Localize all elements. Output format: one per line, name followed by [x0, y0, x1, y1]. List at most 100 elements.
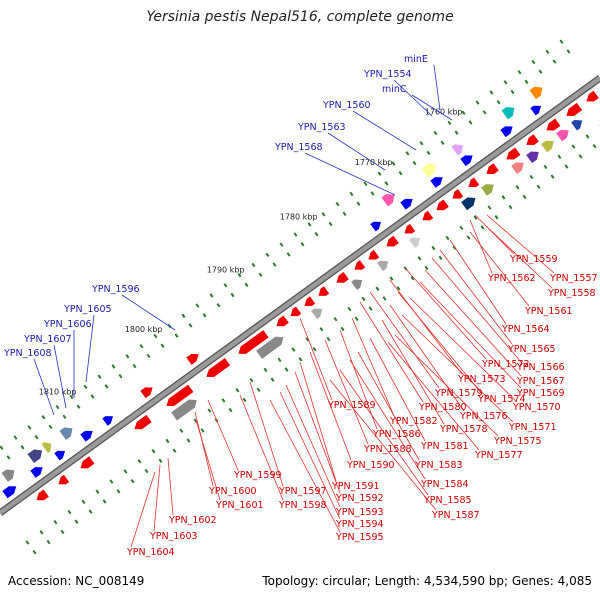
tick-mark: [466, 235, 471, 240]
tick-mark: [335, 201, 340, 207]
tick-mark: [251, 262, 256, 268]
tick-mark: [125, 354, 130, 359]
gene-label-reverse: YPN_1562: [487, 273, 536, 284]
leader-line: [33, 358, 55, 416]
tick-mark: [517, 69, 522, 75]
leader-line: [85, 314, 95, 383]
gene-label-forward: YPN_1608: [3, 348, 52, 359]
leader-line: [486, 214, 555, 274]
tick-mark: [559, 39, 564, 44]
tick-mark: [412, 160, 417, 166]
leader-line: [411, 94, 453, 121]
leader-line: [449, 239, 507, 325]
tick-mark: [557, 154, 562, 159]
gene-label-reverse: YPN_1578: [439, 424, 488, 435]
tick-mark: [279, 242, 284, 247]
tick-mark: [314, 231, 319, 237]
genome-backbone: [0, 75, 600, 516]
tick-mark: [32, 549, 37, 555]
gene-label-forward: YPN_1560: [322, 100, 371, 111]
forward-gene: [171, 399, 197, 421]
forward-gene: [27, 449, 43, 464]
tick-mark: [524, 79, 529, 85]
leader-line: [394, 334, 499, 437]
leader-line: [474, 214, 515, 255]
tick-mark: [130, 478, 135, 484]
tick-mark: [340, 326, 345, 332]
tick-mark: [258, 272, 263, 277]
forward-gene: [41, 442, 52, 453]
tick-mark: [319, 327, 324, 332]
tick-mark: [88, 509, 93, 514]
leader-line: [153, 464, 161, 532]
tick-mark: [433, 130, 438, 136]
gene-label-reverse: YPN_1561: [524, 306, 573, 317]
tick-mark: [153, 333, 158, 339]
gene-labels: minE YPN_1554 minC YPN_1560 YPN_1563 YPN_1568…: [3, 54, 598, 558]
tick-mark: [501, 195, 506, 200]
gene-label-reverse: YPN_1582: [389, 416, 438, 427]
gene-label-reverse: YPN_1557: [549, 273, 598, 284]
forward-gene: [400, 198, 413, 210]
backbone-line: [0, 76, 600, 515]
tick-mark: [111, 364, 116, 369]
tick-mark: [384, 181, 389, 186]
gene-label-reverse: YPN_1584: [420, 479, 469, 490]
forward-gene: [421, 163, 437, 178]
kbp-label: 1800 kbp: [125, 325, 163, 334]
forward-gene: [102, 416, 114, 426]
gene-label-reverse: YPN_1591: [331, 481, 380, 492]
tick-mark: [417, 256, 422, 261]
gene-label-reverse: YPN_1594: [335, 519, 384, 530]
leader-line: [349, 359, 426, 480]
leader-line: [387, 341, 480, 451]
tick-mark: [286, 252, 291, 257]
forward-gene: [311, 308, 323, 319]
gene-label-reverse: YPN_1598: [278, 500, 327, 511]
tick-mark: [83, 384, 88, 390]
tick-mark: [405, 151, 410, 156]
tick-mark: [265, 252, 270, 258]
tick-mark: [244, 282, 249, 288]
tick-mark: [503, 80, 508, 85]
tick-mark: [508, 204, 513, 210]
reverse-gene: [436, 199, 449, 211]
leader-line: [439, 249, 513, 345]
tick-mark: [459, 225, 464, 231]
forward-gene: [186, 354, 199, 365]
tick-mark: [256, 387, 261, 393]
forward-gene: [80, 430, 93, 442]
tick-mark: [531, 59, 536, 65]
accession-text: Accession: NC_008149: [8, 574, 145, 588]
gene-label-forward: minE: [404, 54, 428, 65]
tick-mark: [291, 347, 296, 352]
reverse-gene: [36, 489, 49, 501]
leader-line: [357, 351, 420, 461]
leader-line: [167, 457, 174, 516]
gene-label-reverse: YPN_1580: [418, 402, 467, 413]
tick-mark: [216, 302, 221, 308]
forward-gene: [370, 221, 382, 232]
gene-label-forward: minC: [382, 84, 407, 95]
leader-line: [424, 269, 522, 377]
leader-line: [393, 79, 433, 117]
tick-mark: [188, 323, 193, 328]
leader-line: [351, 317, 395, 417]
gene-label-reverse: YPN_1587: [431, 510, 480, 521]
kbp-label: 1810 kbp: [39, 387, 77, 396]
tick-mark: [62, 414, 67, 420]
gene-track: [1, 86, 599, 501]
tick-mark: [496, 99, 501, 105]
tick-mark: [293, 232, 298, 237]
gene-label-reverse: YPN_1572: [481, 359, 530, 370]
forward-gene: [1, 469, 15, 482]
tick-mark: [146, 353, 151, 359]
tick-mark: [298, 357, 303, 362]
tick-mark: [564, 164, 569, 169]
forward-gene: [501, 106, 515, 120]
reverse-gene: [586, 90, 599, 102]
tick-mark: [172, 448, 177, 453]
gene-label-reverse: YPN_1592: [335, 493, 384, 504]
tick-mark: [375, 286, 380, 291]
reverse-gene: [506, 147, 521, 160]
